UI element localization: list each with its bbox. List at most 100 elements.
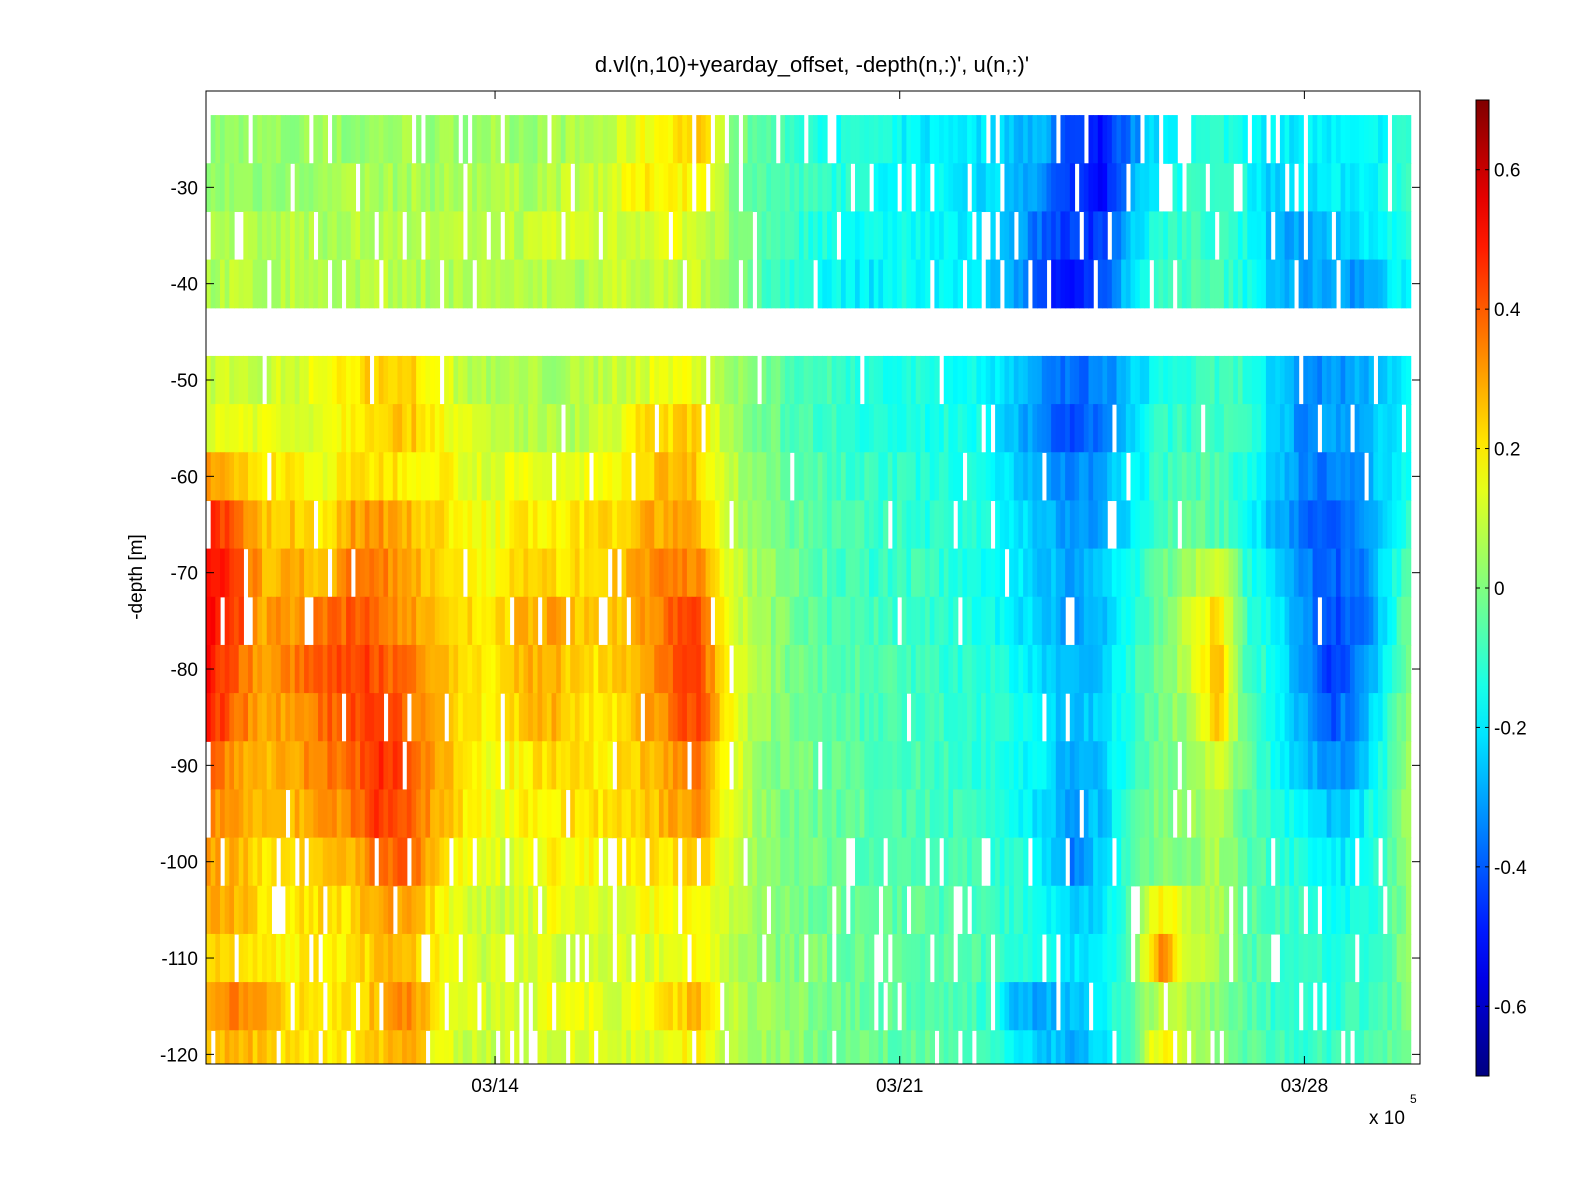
heatmap-cell	[640, 596, 646, 646]
heatmap-cell	[565, 885, 571, 935]
heatmap-cell	[855, 404, 861, 453]
heatmap-cell	[995, 548, 1001, 598]
heatmap-cell	[248, 885, 254, 935]
heatmap-cell	[1181, 837, 1188, 887]
heatmap-cell	[1251, 789, 1258, 839]
heatmap-cell	[1102, 596, 1108, 646]
heatmap-cell	[523, 404, 529, 453]
heatmap-cell	[962, 596, 968, 646]
heatmap-cell	[855, 741, 861, 791]
heatmap-cell	[850, 500, 856, 550]
heatmap-cell	[1177, 885, 1183, 935]
heatmap-cell	[640, 982, 646, 1031]
heatmap-cell	[1200, 644, 1206, 694]
heatmap-cell	[1312, 452, 1318, 502]
heatmap-cell	[1237, 982, 1244, 1031]
heatmap-cell	[551, 500, 557, 550]
heatmap-cell	[444, 355, 450, 405]
heatmap-cell	[962, 355, 968, 405]
heatmap-cell	[1018, 837, 1024, 887]
heatmap-cell	[504, 741, 511, 791]
heatmap-cell	[920, 741, 926, 791]
heatmap-cell	[1405, 452, 1412, 502]
heatmap-cell	[995, 693, 1001, 742]
heatmap-cell	[1261, 163, 1267, 213]
heatmap-cell	[1009, 115, 1015, 164]
heatmap-cell	[920, 548, 926, 598]
heatmap-cell	[1027, 115, 1034, 164]
heatmap-cell	[257, 211, 263, 261]
heatmap-cell	[1041, 1030, 1048, 1064]
heatmap-cell	[873, 115, 879, 164]
heatmap-cell	[509, 548, 515, 598]
heatmap-cell	[1111, 259, 1118, 309]
heatmap-cell	[350, 355, 357, 405]
heatmap-cell	[836, 837, 842, 887]
heatmap-cell	[350, 259, 357, 309]
heatmap-cell	[1228, 741, 1234, 791]
heatmap-cell	[1326, 644, 1332, 694]
heatmap-cell	[1046, 933, 1052, 983]
heatmap-cell	[1139, 741, 1146, 791]
heatmap-cell	[1205, 500, 1211, 550]
heatmap-cell	[761, 259, 767, 309]
x-axis-exponent-power: 5	[1410, 1092, 1417, 1106]
heatmap-cell	[855, 452, 861, 502]
heatmap-cell	[892, 548, 898, 598]
heatmap-cell	[630, 211, 637, 261]
heatmap-cell	[1340, 452, 1346, 502]
heatmap-cell	[1214, 404, 1220, 453]
heatmap-cell	[981, 596, 987, 646]
heatmap-cell	[1293, 885, 1300, 935]
heatmap-cell	[1279, 885, 1286, 935]
heatmap-cell	[682, 211, 688, 261]
heatmap-cell	[1261, 404, 1267, 453]
heatmap-cell	[252, 982, 258, 1031]
heatmap-cell	[1205, 355, 1211, 405]
heatmap-cell	[691, 500, 697, 550]
heatmap-cell	[1345, 115, 1351, 164]
heatmap-cell	[1069, 452, 1076, 502]
heatmap-cell	[1363, 596, 1370, 646]
heatmap-cell	[654, 789, 660, 839]
heatmap-cell	[416, 644, 422, 694]
heatmap-cell	[588, 115, 595, 164]
heatmap-cell	[1172, 837, 1178, 887]
heatmap-cell	[355, 211, 361, 261]
heatmap-cell	[1345, 355, 1351, 405]
heatmap-cell	[444, 500, 450, 550]
heatmap-cell	[1307, 741, 1314, 791]
heatmap-cell	[1144, 452, 1150, 502]
heatmap-cell	[411, 644, 417, 694]
heatmap-cell	[500, 982, 506, 1031]
heatmap-cell	[1405, 211, 1412, 261]
heatmap-cell	[1191, 982, 1197, 1031]
heatmap-cell	[1387, 452, 1393, 502]
heatmap-cell	[831, 452, 837, 502]
heatmap-cell	[514, 355, 520, 405]
heatmap-cell	[906, 355, 912, 405]
heatmap-cell	[509, 789, 515, 839]
heatmap-cell	[327, 644, 333, 694]
heatmap-cell	[1284, 933, 1290, 983]
heatmap-cell	[1116, 355, 1122, 405]
heatmap-cell	[280, 548, 286, 598]
heatmap-cell	[1256, 837, 1262, 887]
heatmap-cell	[1219, 548, 1225, 598]
heatmap-cell	[1209, 837, 1216, 887]
heatmap-cell	[761, 693, 767, 742]
heatmap-cell	[626, 163, 632, 213]
heatmap-cell	[1205, 1030, 1211, 1064]
heatmap-cell	[747, 1030, 753, 1064]
heatmap-cell	[1013, 933, 1020, 983]
heatmap-cell	[971, 885, 978, 935]
heatmap-cell	[1023, 644, 1029, 694]
heatmap-cell	[1247, 404, 1253, 453]
heatmap-cell	[402, 837, 408, 887]
heatmap-cell	[290, 644, 296, 694]
heatmap-cell	[336, 789, 343, 839]
heatmap-cell	[817, 548, 823, 598]
heatmap-cell	[1251, 548, 1258, 598]
heatmap-cell	[1023, 837, 1029, 887]
heatmap-cell	[1317, 982, 1323, 1031]
